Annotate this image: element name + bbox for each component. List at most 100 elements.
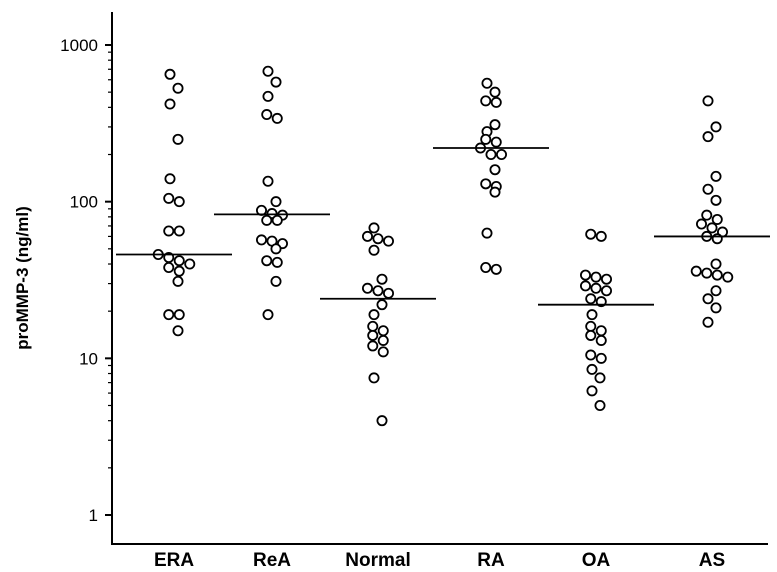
data-point-normal bbox=[382, 235, 394, 247]
data-point-ra bbox=[481, 77, 493, 89]
data-point-as bbox=[701, 209, 713, 221]
data-point-normal bbox=[367, 340, 379, 352]
data-point-rea bbox=[271, 256, 283, 268]
data-point-rea bbox=[262, 309, 274, 321]
data-point-ra bbox=[480, 262, 492, 274]
data-point-normal bbox=[361, 230, 373, 242]
data-point-ra bbox=[490, 136, 502, 148]
data-point-oa bbox=[585, 228, 597, 240]
data-point-era bbox=[172, 275, 184, 287]
data-point-rea bbox=[262, 65, 274, 77]
data-point-ra bbox=[480, 178, 492, 190]
data-point-normal bbox=[368, 372, 380, 384]
data-point-era bbox=[164, 173, 176, 185]
data-point-as bbox=[702, 183, 714, 195]
data-point-normal bbox=[368, 309, 380, 321]
data-point-ra bbox=[490, 96, 502, 108]
data-point-as bbox=[701, 267, 713, 279]
data-point-era bbox=[163, 309, 175, 321]
data-point-era bbox=[173, 225, 185, 237]
data-point-oa bbox=[590, 271, 602, 283]
y-axis-title: proMMP-3 (ng/ml) bbox=[13, 206, 32, 350]
data-point-as bbox=[710, 170, 722, 182]
data-point-normal bbox=[382, 287, 394, 299]
data-point-normal bbox=[377, 325, 389, 337]
data-point-normal bbox=[376, 273, 388, 285]
data-point-ra bbox=[485, 149, 497, 161]
data-point-era bbox=[163, 262, 175, 274]
data-point-normal bbox=[377, 346, 389, 358]
x-axis: ERA ReA Normal RA OA AS bbox=[111, 543, 768, 571]
data-point-rea bbox=[262, 175, 274, 187]
category-label: OA bbox=[582, 550, 611, 571]
data-point-oa bbox=[595, 230, 607, 242]
data-point-ra bbox=[489, 86, 501, 98]
data-point-ra bbox=[480, 133, 492, 145]
data-point-as bbox=[710, 302, 722, 314]
data-point-era bbox=[173, 196, 185, 208]
data-point-oa bbox=[586, 309, 598, 321]
data-point-oa bbox=[595, 334, 607, 346]
data-point-group bbox=[152, 65, 734, 427]
data-point-ra bbox=[490, 263, 502, 275]
y-tick-label: 1000 bbox=[60, 36, 98, 55]
data-point-oa bbox=[601, 285, 613, 297]
data-point-era bbox=[173, 255, 185, 267]
data-point-as bbox=[722, 271, 734, 283]
y-tick-label: 1 bbox=[89, 506, 98, 525]
category-label: AS bbox=[699, 550, 725, 571]
data-point-oa bbox=[590, 282, 602, 294]
data-point-era bbox=[172, 133, 184, 145]
data-point-oa bbox=[594, 372, 606, 384]
data-point-oa bbox=[580, 269, 592, 281]
data-point-era bbox=[172, 82, 184, 94]
category-label: ReA bbox=[253, 550, 291, 571]
data-point-normal bbox=[368, 222, 380, 234]
data-point-oa bbox=[586, 385, 598, 397]
y-axis: 1 10 100 1000 bbox=[60, 12, 113, 544]
data-point-as bbox=[710, 121, 722, 133]
data-point-oa bbox=[586, 363, 598, 375]
data-point-as bbox=[710, 258, 722, 270]
data-point-rea bbox=[261, 255, 273, 267]
median-line-group bbox=[116, 147, 770, 306]
category-label: RA bbox=[477, 550, 505, 571]
data-point-normal bbox=[367, 329, 379, 341]
data-point-normal bbox=[368, 244, 380, 256]
data-point-era bbox=[164, 98, 176, 110]
data-point-ra bbox=[480, 95, 492, 107]
data-point-oa bbox=[601, 273, 613, 285]
data-point-normal bbox=[372, 233, 384, 245]
data-point-as bbox=[702, 316, 714, 328]
data-point-ra bbox=[489, 164, 501, 176]
category-label-group: ERA ReA Normal RA OA AS bbox=[154, 550, 725, 571]
data-point-rea bbox=[261, 109, 273, 121]
category-label: Normal bbox=[345, 550, 410, 571]
data-point-as bbox=[696, 218, 708, 230]
data-point-rea bbox=[261, 214, 273, 226]
data-point-normal bbox=[377, 334, 389, 346]
data-point-oa bbox=[585, 293, 597, 305]
data-point-as bbox=[711, 213, 723, 225]
y-tick-group: 1 10 100 1000 bbox=[60, 36, 112, 525]
data-point-rea bbox=[270, 243, 282, 255]
y-tick-label: 10 bbox=[79, 349, 98, 368]
data-point-as bbox=[711, 269, 723, 281]
data-point-normal bbox=[376, 415, 388, 427]
data-point-rea bbox=[271, 112, 283, 124]
data-point-rea bbox=[255, 234, 267, 246]
data-point-oa bbox=[580, 280, 592, 292]
data-point-oa bbox=[585, 349, 597, 361]
data-point-as bbox=[710, 194, 722, 206]
data-point-rea bbox=[270, 196, 282, 208]
data-point-era bbox=[163, 192, 175, 204]
data-point-ra bbox=[489, 119, 501, 131]
data-point-oa bbox=[585, 320, 597, 332]
data-point-rea bbox=[270, 275, 282, 287]
data-point-oa bbox=[595, 352, 607, 364]
data-point-ra bbox=[489, 186, 501, 198]
data-point-era bbox=[163, 225, 175, 237]
data-point-as bbox=[706, 222, 718, 234]
data-point-oa bbox=[595, 325, 607, 337]
